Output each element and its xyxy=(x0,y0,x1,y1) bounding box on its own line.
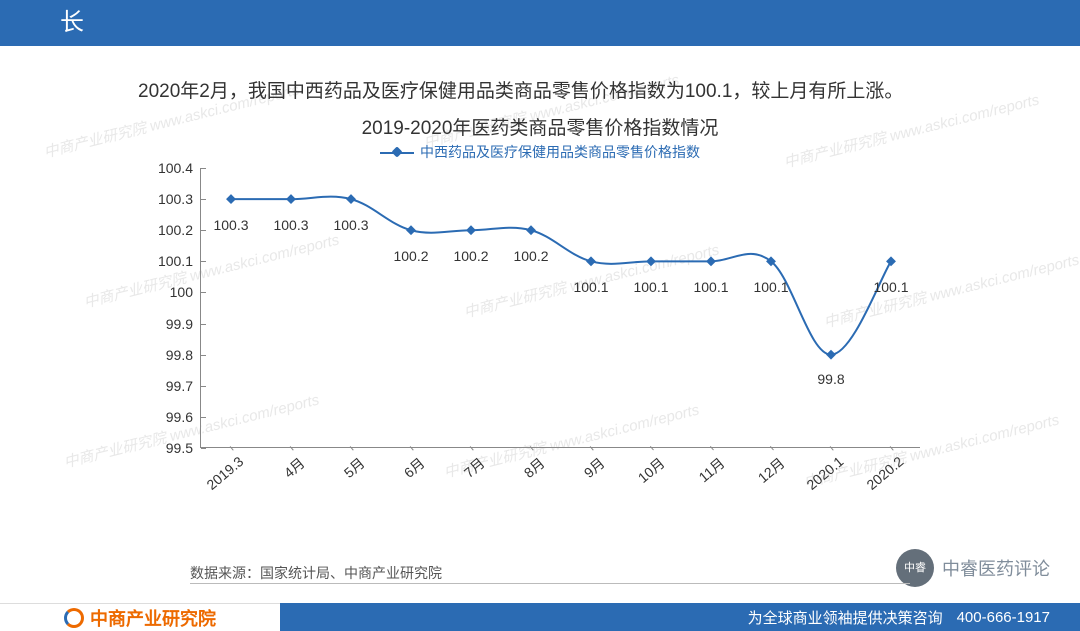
data-source-line: 数据来源：国家统计局、中商产业研究院 xyxy=(190,557,910,584)
data-marker xyxy=(346,194,356,204)
data-marker xyxy=(406,225,416,235)
data-label: 100.2 xyxy=(513,248,548,264)
brand-logo-icon xyxy=(64,608,84,628)
badge-text: 中睿医药评论 xyxy=(942,555,1050,581)
data-marker xyxy=(646,256,656,266)
footer-brand: 中商产业研究院 xyxy=(0,603,280,631)
x-tick-label: 2020.1 xyxy=(798,447,846,493)
x-tick-label: 6月 xyxy=(394,447,429,482)
data-label: 100.3 xyxy=(273,217,308,233)
x-tick-label: 12月 xyxy=(748,447,789,487)
y-tick-label: 99.5 xyxy=(166,440,201,456)
footer-right: 为全球商业领袖提供决策咨询 400-666-1917 xyxy=(280,603,1080,631)
line-series-path xyxy=(231,197,891,355)
data-marker xyxy=(706,256,716,266)
data-label: 100.1 xyxy=(753,279,788,295)
data-marker xyxy=(226,194,236,204)
top-bar-fragment: 长 xyxy=(60,9,84,36)
corner-watermark-badge: 中睿 中睿医药评论 xyxy=(896,549,1050,587)
y-tick-label: 99.7 xyxy=(166,378,201,394)
y-tick-label: 100.3 xyxy=(158,191,201,207)
x-tick-label: 2019.3 xyxy=(198,447,246,493)
x-tick-label: 4月 xyxy=(274,447,309,482)
data-marker xyxy=(466,225,476,235)
x-tick-label: 8月 xyxy=(514,447,549,482)
intro-paragraph: 2020年2月，我国中西药品及医疗保健用品类商品零售价格指数为100.1，较上月… xyxy=(0,46,1080,113)
brand-text: 中商产业研究院 xyxy=(90,605,216,631)
footer-tagline: 为全球商业领袖提供决策咨询 xyxy=(748,607,943,628)
data-marker xyxy=(826,350,836,360)
data-label: 100.3 xyxy=(333,217,368,233)
chart-plot-area: 99.599.699.799.899.9100100.1100.2100.310… xyxy=(200,168,920,448)
data-marker xyxy=(886,256,896,266)
y-tick-label: 100.2 xyxy=(158,222,201,238)
x-tick-label: 7月 xyxy=(454,447,489,482)
legend-label: 中西药品及医疗保健用品类商品零售价格指数 xyxy=(420,142,700,162)
chart-container: 2019-2020年医药类商品零售价格指数情况 中西药品及医疗保健用品类商品零售… xyxy=(130,113,950,513)
y-tick-label: 100.1 xyxy=(158,253,201,269)
data-marker xyxy=(586,256,596,266)
legend-swatch xyxy=(380,146,414,158)
data-label: 100.3 xyxy=(213,217,248,233)
x-tick-label: 10月 xyxy=(628,447,669,487)
x-tick-label: 9月 xyxy=(574,447,609,482)
data-label: 100.1 xyxy=(693,279,728,295)
x-tick-label: 11月 xyxy=(689,447,729,487)
y-tick-label: 99.8 xyxy=(166,347,201,363)
data-marker xyxy=(286,194,296,204)
chart-title: 2019-2020年医药类商品零售价格指数情况 xyxy=(130,113,950,140)
data-marker xyxy=(526,225,536,235)
data-label: 100.1 xyxy=(873,279,908,295)
chart-legend: 中西药品及医疗保健用品类商品零售价格指数 xyxy=(130,142,950,162)
line-series-svg xyxy=(201,168,921,448)
y-tick-label: 100.4 xyxy=(158,160,201,176)
data-label: 100.1 xyxy=(573,279,608,295)
x-tick-label: 5月 xyxy=(334,447,369,482)
data-label: 100.2 xyxy=(393,248,428,264)
data-label: 100.2 xyxy=(453,248,488,264)
footer-phone: 400-666-1917 xyxy=(957,609,1050,626)
footer-bar: 中商产业研究院 为全球商业领袖提供决策咨询 400-666-1917 xyxy=(0,603,1080,631)
y-tick-label: 99.6 xyxy=(166,409,201,425)
data-label: 99.8 xyxy=(817,371,844,387)
x-tick-label: 2020.2 xyxy=(858,447,906,493)
top-bar: 长 xyxy=(0,0,1080,46)
data-label: 100.1 xyxy=(633,279,668,295)
y-tick-label: 100 xyxy=(170,284,201,300)
y-tick-label: 99.9 xyxy=(166,316,201,332)
